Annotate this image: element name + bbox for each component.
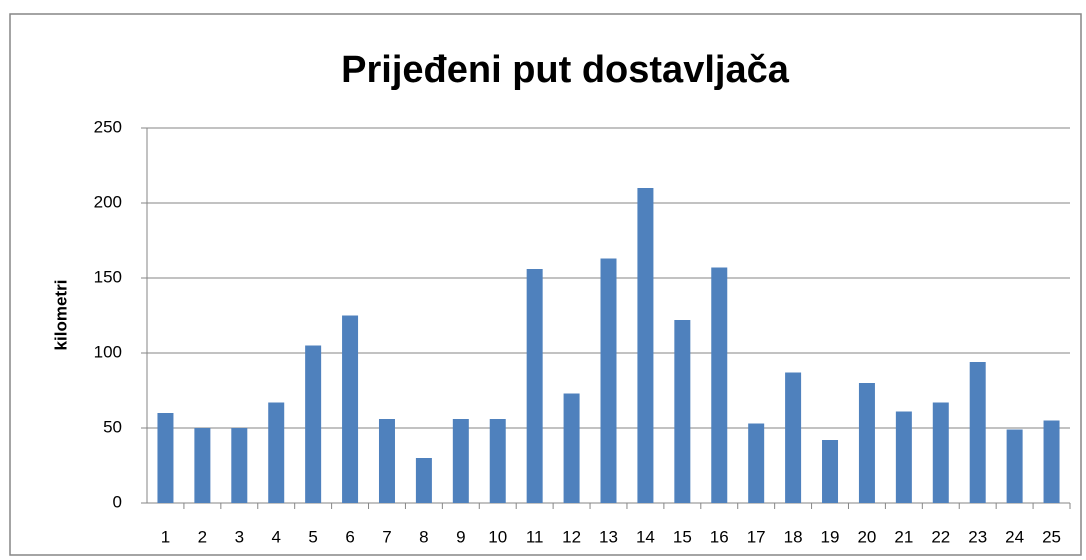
x-tick-label: 15 bbox=[673, 527, 692, 546]
x-tick-label: 20 bbox=[857, 527, 876, 546]
y-tick-label: 150 bbox=[94, 267, 122, 286]
bar bbox=[1006, 429, 1023, 503]
x-tick-label: 3 bbox=[235, 527, 244, 546]
bar bbox=[895, 411, 912, 503]
x-tick-label: 2 bbox=[198, 527, 207, 546]
bar bbox=[637, 188, 654, 503]
bar bbox=[194, 428, 211, 503]
chart-title: Prijeđeni put dostavljača bbox=[341, 49, 790, 91]
bar bbox=[711, 267, 728, 503]
x-tick-label: 8 bbox=[419, 527, 428, 546]
bar bbox=[415, 458, 432, 503]
bar bbox=[563, 393, 580, 503]
x-tick-label: 6 bbox=[345, 527, 354, 546]
bar bbox=[600, 258, 617, 503]
y-axis-label: kilometri bbox=[51, 280, 70, 351]
x-tick-label: 13 bbox=[599, 527, 618, 546]
bar bbox=[822, 440, 839, 503]
x-tick-label: 7 bbox=[382, 527, 391, 546]
x-tick-label: 22 bbox=[931, 527, 950, 546]
x-tick-label: 9 bbox=[456, 527, 465, 546]
bar bbox=[526, 269, 543, 503]
x-tick-label: 24 bbox=[1005, 527, 1024, 546]
x-tick-label: 14 bbox=[636, 527, 655, 546]
x-tick-label: 25 bbox=[1042, 527, 1061, 546]
bar bbox=[342, 315, 359, 503]
x-tick-label: 17 bbox=[747, 527, 766, 546]
y-tick-label: 100 bbox=[94, 342, 122, 361]
y-tick-label: 200 bbox=[94, 192, 122, 211]
bar bbox=[378, 419, 395, 503]
y-tick-label: 250 bbox=[94, 117, 122, 136]
x-tick-label: 5 bbox=[308, 527, 317, 546]
x-tick-label: 11 bbox=[526, 527, 544, 546]
bar bbox=[748, 423, 765, 503]
x-tick-label: 16 bbox=[710, 527, 729, 546]
x-tick-label: 12 bbox=[562, 527, 581, 546]
x-tick-label: 1 bbox=[161, 527, 170, 546]
x-tick-label: 19 bbox=[821, 527, 840, 546]
x-tick-label: 4 bbox=[271, 527, 280, 546]
bar bbox=[969, 362, 986, 503]
x-tick-label: 10 bbox=[488, 527, 507, 546]
bar bbox=[452, 419, 469, 503]
x-tick-label: 23 bbox=[968, 527, 987, 546]
x-tick-label: 18 bbox=[784, 527, 803, 546]
bar bbox=[858, 383, 875, 503]
x-tick-label: 21 bbox=[894, 527, 913, 546]
bar bbox=[305, 345, 322, 503]
bar bbox=[785, 372, 802, 503]
bar bbox=[489, 419, 506, 503]
y-tick-label: 50 bbox=[103, 417, 122, 436]
bar bbox=[932, 402, 949, 503]
bar bbox=[268, 402, 285, 503]
bar bbox=[674, 320, 691, 503]
bar bbox=[231, 428, 248, 503]
bar bbox=[157, 413, 174, 503]
bar bbox=[1043, 420, 1060, 503]
y-tick-label: 0 bbox=[113, 492, 122, 511]
